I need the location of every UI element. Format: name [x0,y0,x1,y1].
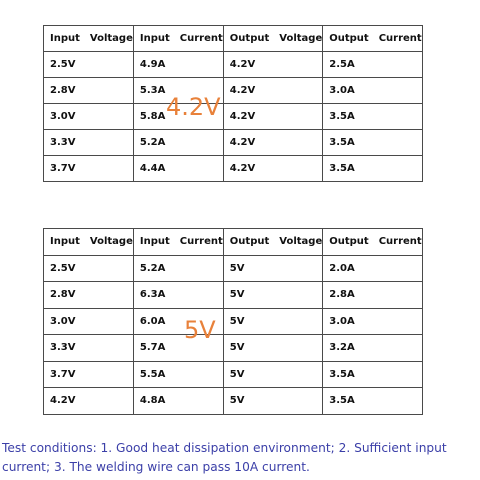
header-word: Output [329,33,368,44]
table-cell: 3.5A [323,388,422,415]
header-word: Current [180,33,223,44]
table-cell: 4.2V [223,52,322,78]
table-cell: 3.5A [323,130,422,156]
table-cell: 3.7V [44,361,134,388]
table-cell: 3.0A [323,308,422,335]
header-word: Voltage [279,33,322,44]
header-word: Output [230,33,269,44]
spec-table: InputVoltageInputCurrentOutputVoltageOut… [43,228,423,415]
table-cell: 3.0V [44,308,134,335]
table-row: 3.0V5.8A4.2V3.5A [44,104,423,130]
table-cell: 2.5V [44,255,134,282]
header-word: Input [140,236,170,247]
table-row: 2.8V6.3A5V2.8A [44,282,423,309]
table-cell: 5V [223,388,322,415]
column-header: Output Current [323,229,422,256]
column-header: Output Voltage [223,26,322,52]
table-row: 3.0V6.0A5V3.0A [44,308,423,335]
column-header: Input Voltage [44,229,134,256]
table-cell: 6.3A [133,282,223,309]
table-cell: 4.2V [44,388,134,415]
header-word: Voltage [90,33,133,44]
table-cell: 5V [223,361,322,388]
header-word: Voltage [279,236,322,247]
header-word: Input [140,33,170,44]
table-cell: 3.0A [323,78,422,104]
table-cell: 2.5A [323,52,422,78]
table-row: 3.7V4.4A4.2V3.5A [44,156,423,182]
table-cell: 2.5V [44,52,134,78]
column-header: Input Current [133,26,223,52]
header-word: Current [379,33,422,44]
table-cell: 5V [223,255,322,282]
table-cell: 5.2A [133,130,223,156]
column-header: Output Voltage [223,229,322,256]
table-row: 3.7V5.5A5V3.5A [44,361,423,388]
table-cell: 2.8V [44,282,134,309]
table-cell: 4.2V [223,78,322,104]
table-row: 3.3V5.2A4.2V3.5A [44,130,423,156]
table-cell: 3.2A [323,335,422,362]
table-header-row: InputVoltageInputCurrentOutputVoltageOut… [44,229,423,256]
table-row: 4.2V4.8A5V3.5A [44,388,423,415]
header-word: Voltage [90,236,133,247]
column-header: Output Current [323,26,422,52]
table-row: 2.5V5.2A5V2.0A [44,255,423,282]
table-cell: 5.2A [133,255,223,282]
table-cell: 2.8A [323,282,422,309]
table-cell: 5V [223,308,322,335]
test-conditions-note: Test conditions: 1. Good heat dissipatio… [2,439,478,477]
table-header-row: InputVoltageInputCurrentOutputVoltageOut… [44,26,423,52]
table-cell: 4.4A [133,156,223,182]
header-word: Input [50,33,80,44]
column-header: Input Current [133,229,223,256]
table-row: 2.8V5.3A4.2V3.0A [44,78,423,104]
table-cell: 5V [223,282,322,309]
table-cell: 5.5A [133,361,223,388]
header-word: Current [379,236,422,247]
table-row: 2.5V4.9A4.2V2.5A [44,52,423,78]
table-cell: 3.3V [44,130,134,156]
table-cell: 2.8V [44,78,134,104]
header-word: Current [180,236,223,247]
header-word: Input [50,236,80,247]
table-cell: 3.3V [44,335,134,362]
table-cell: 4.9A [133,52,223,78]
table-4v2-output: InputVoltageInputCurrentOutputVoltageOut… [43,25,423,182]
table-cell: 2.0A [323,255,422,282]
table-5v-output: InputVoltageInputCurrentOutputVoltageOut… [43,228,423,415]
table-cell: 4.8A [133,388,223,415]
output-voltage-label: 5V [184,318,216,342]
output-voltage-label: 4.2V [166,95,221,119]
table-cell: 4.2V [223,104,322,130]
table-cell: 3.5A [323,104,422,130]
table-cell: 5V [223,335,322,362]
spec-table: InputVoltageInputCurrentOutputVoltageOut… [43,25,423,182]
table-cell: 3.7V [44,156,134,182]
header-word: Output [230,236,269,247]
table-cell: 4.2V [223,130,322,156]
column-header: Input Voltage [44,26,134,52]
table-cell: 3.5A [323,361,422,388]
table-cell: 3.0V [44,104,134,130]
table-row: 3.3V5.7A5V3.2A [44,335,423,362]
table-cell: 4.2V [223,156,322,182]
table-cell: 3.5A [323,156,422,182]
header-word: Output [329,236,368,247]
